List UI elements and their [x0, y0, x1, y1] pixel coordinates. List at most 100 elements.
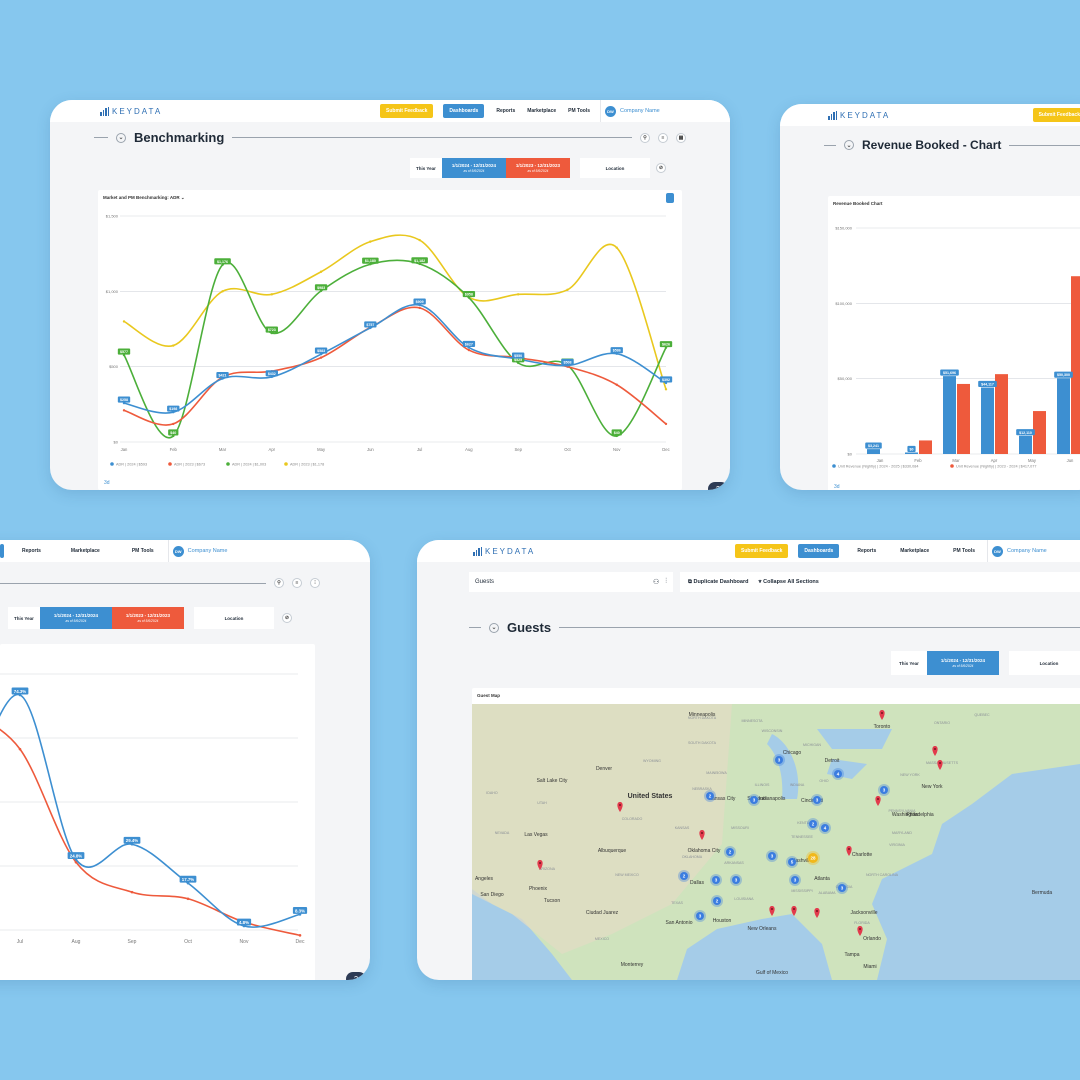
- map-label: MISSISSIPPI: [791, 889, 812, 893]
- footer-link[interactable]: 3d: [834, 484, 840, 490]
- date-range-current[interactable]: 1/1/2024 - 12/31/2024 as of 5/6/2024: [441, 158, 506, 178]
- date-range-current[interactable]: 1/1/2024 - 12/31/2024 as of 5/6/2024: [926, 651, 999, 675]
- cluster-marker: [696, 912, 704, 920]
- map-label: Nashville: [792, 858, 813, 864]
- x-tick-label: Nov: [613, 447, 621, 452]
- series-line-2: [123, 259, 667, 439]
- data-label: $626: [662, 343, 670, 347]
- submit-feedback-button[interactable]: Submit Feedback: [735, 544, 789, 558]
- nav-marketplace[interactable]: Marketplace: [900, 548, 930, 554]
- data-label: $983: [317, 286, 325, 290]
- dashboard-selector[interactable]: Guests ⚇ ⫶: [469, 572, 673, 592]
- chevron-down-icon[interactable]: ⌄: [489, 622, 499, 633]
- nav-reports[interactable]: Reports: [857, 548, 877, 554]
- cluster-marker: [809, 820, 817, 828]
- help-icon[interactable]: ?: [708, 482, 728, 490]
- data-label-bg: [462, 340, 476, 348]
- location-pin-icon: [791, 906, 797, 916]
- sliders-icon[interactable]: ⫶: [310, 578, 320, 588]
- map-label: Ciudad Juarez: [586, 910, 619, 916]
- dashboards-button-edge[interactable]: [0, 544, 4, 558]
- company-menu[interactable]: DW Company Name: [600, 100, 730, 122]
- data-label-bg: [168, 429, 179, 436]
- data-label: $258: [120, 398, 128, 402]
- chevron-down-icon[interactable]: ⌄: [844, 140, 854, 150]
- nav-reports[interactable]: Reports: [22, 548, 41, 554]
- data-label: $909: [416, 300, 424, 304]
- map-label: Gulf of Mexico: [756, 970, 788, 976]
- pin-icon[interactable]: ⚲: [640, 132, 650, 143]
- location-filter[interactable]: Location: [1008, 651, 1080, 675]
- chevron-down-icon[interactable]: ⌄: [116, 132, 126, 143]
- dashboards-button[interactable]: Dashboards: [443, 104, 485, 118]
- top-nav-bar: KEYDATA Submit Feedback Dashboards Repor…: [50, 100, 730, 122]
- this-year-selector[interactable]: This Year: [891, 651, 927, 675]
- people-icon[interactable]: ⚇: [652, 579, 660, 586]
- help-icon[interactable]: ?: [346, 972, 366, 980]
- company-menu[interactable]: DW Company Name: [987, 540, 1080, 562]
- map-label: Jacksonville: [851, 910, 878, 916]
- menu-icon[interactable]: ≡: [292, 578, 302, 588]
- data-label-bg: [611, 429, 622, 436]
- data-label: $757: [366, 323, 374, 327]
- this-year-selector[interactable]: This Year: [8, 607, 40, 629]
- dashboards-button[interactable]: Dashboards: [798, 544, 840, 558]
- map-lake: [767, 734, 799, 799]
- submit-feedback-button[interactable]: Submit Feedback: [380, 104, 434, 118]
- date-range-prior[interactable]: 1/1/2023 - 12/31/2023 as of 5/6/2024: [111, 607, 184, 629]
- ban-icon[interactable]: ⊘: [281, 613, 292, 623]
- location-pin-icon: [857, 926, 863, 936]
- ban-icon[interactable]: ⊘: [655, 163, 666, 173]
- company-menu[interactable]: DW Company Name: [167, 540, 316, 562]
- map-label: Houston: [713, 918, 732, 924]
- occupancy-card: Reports Marketplace PM Tools DW Company …: [0, 540, 370, 980]
- data-label: 4.8%: [239, 920, 249, 925]
- this-year-selector[interactable]: This Year: [410, 158, 442, 178]
- section-header: ⌄ Benchmarking ⚲ ≡ ▦: [94, 130, 686, 145]
- footer-link[interactable]: 3d: [104, 480, 110, 486]
- date-range-prior[interactable]: 1/1/2023 - 12/31/2023 as of 5/6/2024: [505, 158, 570, 178]
- x-tick-label: Jul: [17, 939, 23, 945]
- map-label: NEW YORK: [900, 773, 920, 777]
- legend-marker: [110, 462, 114, 466]
- nav-pm-tools[interactable]: PM Tools: [131, 548, 154, 554]
- data-point: [122, 320, 126, 323]
- data-label-bg: [179, 875, 197, 883]
- menu-icon[interactable]: ≡: [658, 132, 668, 143]
- nav-pm-tools[interactable]: PM Tools: [568, 108, 590, 114]
- map-label: Angeles: [475, 876, 494, 882]
- adr-line-chart: $0 $500 $1,000 $1,500 Jan Feb Mar Apr May Jun Jul A…: [106, 214, 673, 467]
- data-point: [18, 747, 22, 751]
- bar-0: [905, 452, 918, 454]
- nav-reports[interactable]: Reports: [496, 108, 516, 114]
- nav-marketplace[interactable]: Marketplace: [70, 548, 100, 554]
- data-label: $421: [219, 374, 227, 378]
- avatar: DW: [992, 545, 1003, 557]
- collapse-all-button[interactable]: ⩔ Collapse All Sections: [758, 578, 819, 585]
- location-filter[interactable]: Location: [193, 607, 274, 629]
- data-label-bg: [610, 347, 623, 354]
- map-label: ONTARIO: [934, 721, 950, 725]
- data-point: [130, 890, 134, 894]
- data-label-bg: [362, 257, 379, 264]
- cluster-count: 3: [715, 878, 718, 883]
- location-filter[interactable]: Location: [579, 158, 650, 178]
- duplicate-dashboard-button[interactable]: ⧉ Duplicate Dashboard: [688, 578, 749, 585]
- cluster-marker: [880, 786, 888, 794]
- guest-map[interactable]: Minneapolis Toronto Chicago Detroit Denver Un…: [472, 704, 1080, 980]
- submit-feedback-button[interactable]: Submit Feedback: [1032, 108, 1080, 122]
- data-label-bg: [907, 445, 916, 452]
- map-label: Charlotte: [852, 852, 873, 858]
- cluster-marker: [838, 884, 846, 892]
- date-range-current[interactable]: 1/1/2024 - 12/31/2024 as of 5/6/2024: [39, 607, 112, 629]
- nav-marketplace[interactable]: Marketplace: [527, 108, 557, 114]
- chart-settings-icon[interactable]: [666, 193, 674, 203]
- nav-pm-tools[interactable]: PM Tools: [953, 548, 975, 554]
- sliders-icon[interactable]: ⫶: [665, 578, 667, 585]
- x-tick-label: May: [317, 447, 326, 452]
- keydata-logo: KEYDATA: [100, 106, 162, 116]
- map-label: San Antonio: [666, 920, 693, 926]
- grid-icon[interactable]: ▦: [676, 132, 686, 143]
- pin-icon[interactable]: ⚲: [274, 578, 284, 588]
- legend-marker: [832, 464, 836, 468]
